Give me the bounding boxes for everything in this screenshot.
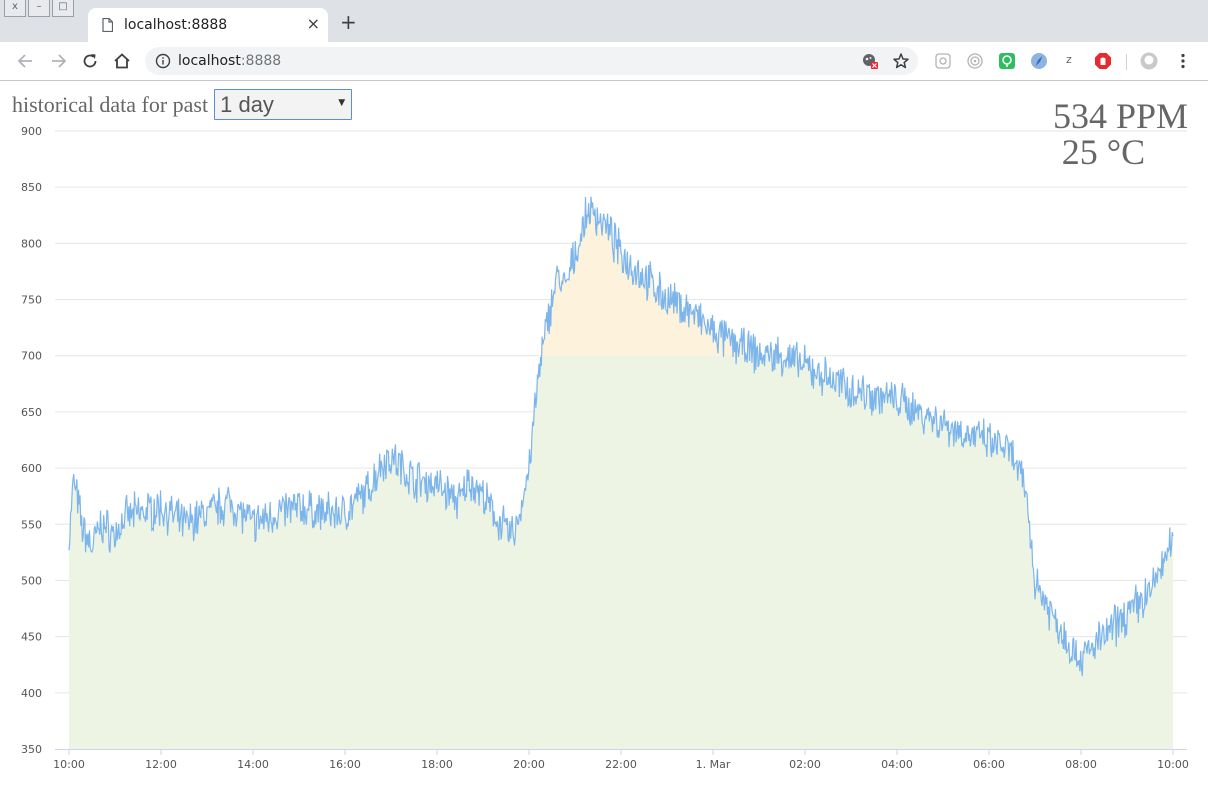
y-tick-label: 400 bbox=[21, 687, 42, 700]
window-minimize-button[interactable]: – bbox=[28, 0, 50, 17]
tab-strip: x – □ localhost:8888 × + bbox=[0, 0, 1208, 42]
x-tick-label: 14:00 bbox=[237, 758, 269, 771]
window-controls: x – □ bbox=[4, 0, 74, 17]
area-fill-below-threshold bbox=[69, 355, 1173, 749]
y-tick-label: 650 bbox=[21, 406, 42, 419]
current-ppm: 534 PPM bbox=[1052, 96, 1188, 136]
page-icon bbox=[102, 18, 113, 32]
kebab-menu-icon[interactable] bbox=[1174, 52, 1192, 70]
star-icon[interactable] bbox=[892, 52, 910, 70]
window-maximize-button[interactable]: □ bbox=[52, 0, 74, 17]
x-tick-label: 02:00 bbox=[789, 758, 821, 771]
ext-profile-icon[interactable] bbox=[1140, 52, 1158, 70]
ext-target-icon[interactable] bbox=[966, 52, 984, 70]
range-label: historical data for past bbox=[12, 91, 209, 117]
range-controls: historical data for past 1 day ▼ bbox=[12, 89, 353, 120]
chart-axes: 900 850 800 750 700 650 600 550 500 450 400 350 10:0… bbox=[21, 125, 1189, 771]
x-tick-label: 04:00 bbox=[881, 758, 913, 771]
tracker-blocked-icon[interactable] bbox=[861, 52, 879, 70]
current-readout: 534 PPM 25 °C bbox=[1053, 98, 1188, 170]
url-port: :8888 bbox=[240, 53, 282, 69]
x-tick-label: 12:00 bbox=[145, 758, 177, 771]
area-fill-above-threshold bbox=[69, 196, 1173, 356]
ext-puzzle-icon[interactable] bbox=[934, 52, 952, 70]
y-tick-label: 800 bbox=[21, 237, 42, 250]
y-tick-label: 900 bbox=[21, 125, 42, 138]
toolbar-divider bbox=[1126, 54, 1127, 70]
tab-title: localhost:8888 bbox=[124, 17, 228, 33]
browser-toolbar: localhost:8888 z bbox=[0, 42, 1208, 81]
chart-line bbox=[68, 196, 1174, 677]
x-tick-label: 18:00 bbox=[421, 758, 453, 771]
co2-history-chart: 900 850 800 750 700 650 600 550 500 450 400 350 10:0… bbox=[21, 125, 1189, 771]
range-select[interactable]: 1 day ▼ bbox=[214, 89, 353, 120]
x-tick-label: 16:00 bbox=[329, 758, 361, 771]
x-tick-label: 1. Mar bbox=[696, 758, 731, 771]
y-tick-label: 850 bbox=[21, 181, 42, 194]
url-host: localhost bbox=[178, 53, 241, 69]
info-icon[interactable] bbox=[155, 53, 171, 69]
browser-tab[interactable]: localhost:8888 × bbox=[88, 8, 328, 42]
window-close-button[interactable]: x bbox=[4, 0, 26, 17]
x-tick-label: 08:00 bbox=[1065, 758, 1097, 771]
x-tick-label: 20:00 bbox=[513, 758, 545, 771]
tab-close-icon[interactable]: × bbox=[306, 14, 320, 33]
home-icon[interactable] bbox=[112, 51, 132, 71]
chart-area bbox=[69, 196, 1173, 749]
x-tick-label: 10:00 bbox=[1157, 758, 1189, 771]
url-text: localhost:8888 bbox=[178, 53, 281, 69]
reload-icon[interactable] bbox=[80, 51, 100, 71]
forward-icon[interactable] bbox=[48, 51, 68, 71]
address-bar[interactable]: localhost:8888 bbox=[145, 47, 918, 75]
back-icon[interactable] bbox=[16, 51, 36, 71]
x-tick-label: 06:00 bbox=[973, 758, 1005, 771]
y-tick-label: 450 bbox=[21, 631, 42, 644]
x-tick-label: 22:00 bbox=[605, 758, 637, 771]
chevron-down-icon: ▼ bbox=[338, 98, 346, 108]
y-tick-label: 600 bbox=[21, 462, 42, 475]
y-tick-label: 700 bbox=[21, 350, 42, 363]
x-tick-label: 10:00 bbox=[53, 758, 85, 771]
y-tick-label: 350 bbox=[21, 743, 42, 756]
ext-evernote-icon[interactable] bbox=[998, 52, 1016, 70]
y-tick-label: 500 bbox=[21, 574, 42, 587]
ext-zotero-icon[interactable]: z bbox=[1066, 53, 1072, 66]
ext-adblock-icon[interactable] bbox=[1094, 52, 1112, 70]
y-tick-label: 750 bbox=[21, 294, 42, 307]
page-content: 900 850 800 750 700 650 600 550 500 450 400 350 10:0… bbox=[0, 81, 1208, 795]
range-select-value: 1 day bbox=[220, 92, 274, 117]
co2-series-line bbox=[68, 196, 1174, 677]
ext-compass-icon[interactable] bbox=[1030, 52, 1048, 70]
new-tab-button[interactable]: + bbox=[340, 10, 357, 34]
y-tick-label: 550 bbox=[21, 518, 42, 531]
current-temperature: 25 °C bbox=[1061, 132, 1146, 172]
